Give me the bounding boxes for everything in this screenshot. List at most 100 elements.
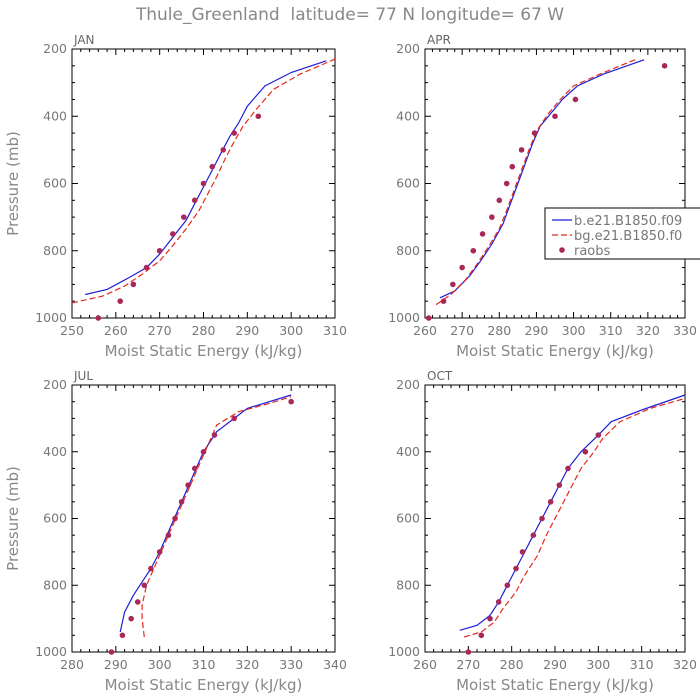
figure-title: Thule_Greenland latitude= 77 N longitude… [135,5,564,25]
y-tick-label: 1000 [35,310,67,325]
y-tick-label: 600 [43,511,67,526]
raobs-point [108,649,115,655]
series-b-e21-line [439,59,645,299]
x-tick-label: 330 [673,323,697,338]
raobs-point [556,482,563,488]
raobs-point [231,130,237,136]
raobs-point [503,180,510,187]
raobs-point [170,231,176,237]
raobs-point [156,549,163,555]
raobs-point [156,247,163,254]
x-axis-label: Moist Static Energy (kJ/kg) [105,342,303,360]
y-tick-label: 600 [396,176,420,191]
raobs-point [211,432,218,438]
y-tick-label: 400 [396,444,420,459]
raobs-point [119,632,126,639]
raobs-point [425,315,432,321]
panel-jul: 280 290 300 310 320 330 340 1000 800 600 400 200 JUL… [4,369,347,694]
raobs-point [209,163,216,170]
raobs-point [565,465,571,472]
x-tick-label: 290 [543,657,567,672]
raobs-point [95,315,102,321]
x-tick-label: 270 [148,323,172,338]
y-tick-label: 1000 [388,644,420,659]
x-tick-label: 280 [192,323,216,338]
raobs-point [130,281,137,288]
y-tick-label: 400 [43,108,67,123]
raobs-point [141,582,148,589]
raobs-point [128,615,134,622]
y-tick-label: 800 [396,577,420,592]
x-tick-label: 260 [413,323,437,338]
raobs-point [572,96,579,103]
raobs-point [519,549,526,555]
y-tick-label: 600 [43,176,67,191]
raobs-point [547,499,554,505]
raobs-point [288,398,294,405]
raobs-point [459,264,465,271]
raobs-point [489,214,495,220]
raobs-point [487,615,493,622]
legend-marker-raobs [559,247,565,253]
x-tick-label: 310 [192,657,216,672]
raobs-point [165,532,172,538]
raobs-point [191,197,198,204]
x-tick-label: 340 [323,657,347,672]
x-tick-label: 310 [323,323,347,338]
raobs-point [504,582,511,589]
x-axis-label: Moist Static Energy (kJ/kg) [105,676,303,694]
y-tick-label: 200 [396,41,420,56]
raobs-point [495,599,502,605]
x-tick-label: 310 [599,323,623,338]
raobs-point [661,63,668,69]
y-tick-label: 800 [43,577,67,592]
raobs-point [478,632,485,639]
x-tick-label: 260 [413,657,437,672]
x-tick-label: 250 [60,323,84,338]
x-tick-label: 320 [235,657,259,672]
x-tick-label: 320 [636,323,660,338]
raobs-point [185,482,191,488]
series-b-e21-line [459,394,686,631]
raobs-point [518,147,525,153]
x-tick-label: 300 [562,323,586,338]
raobs-point [255,113,262,120]
legend-entry: bg.e21.B1850.f0 [574,229,682,244]
series-bg-e21-line [141,396,292,638]
legend-box [544,207,700,260]
panel-jan: 250 260 270 280 290 300 310 1000 800 600 400 200 JAN… [4,33,347,360]
legend-entry: b.e21.B1850.f09 [574,214,682,229]
x-axis-label: Moist Static Energy (kJ/kg) [456,676,654,694]
raobs-point [539,515,545,522]
raobs-point [220,147,227,153]
raobs-point [595,432,602,438]
y-axis-label: Pressure (mb) [4,131,22,236]
y-tick-label: 400 [43,444,67,459]
raobs-point [470,247,477,254]
y-tick-label: 200 [396,377,420,392]
raobs-point [178,499,185,505]
series-b-e21-line [119,394,292,633]
raobs-point [172,515,178,522]
raobs-point [509,163,516,170]
y-tick-label: 400 [396,108,420,123]
x-tick-label: 310 [630,657,654,672]
plot-frame [424,48,686,319]
raobs-point [552,113,558,120]
y-tick-label: 1000 [388,310,420,325]
x-tick-label: 270 [456,657,480,672]
x-tick-label: 290 [104,657,128,672]
panel-label: OCT [427,369,453,383]
x-axis-label: Moist Static Energy (kJ/kg) [456,342,654,360]
raobs-point [148,565,154,572]
raobs-point [440,298,447,304]
x-tick-label: 290 [524,323,548,338]
raobs-point [143,264,150,271]
raobs-point [134,599,141,605]
raobs-point [496,197,503,204]
x-tick-label: 300 [586,657,610,672]
y-tick-label: 1000 [35,644,67,659]
x-tick-label: 260 [104,323,128,338]
